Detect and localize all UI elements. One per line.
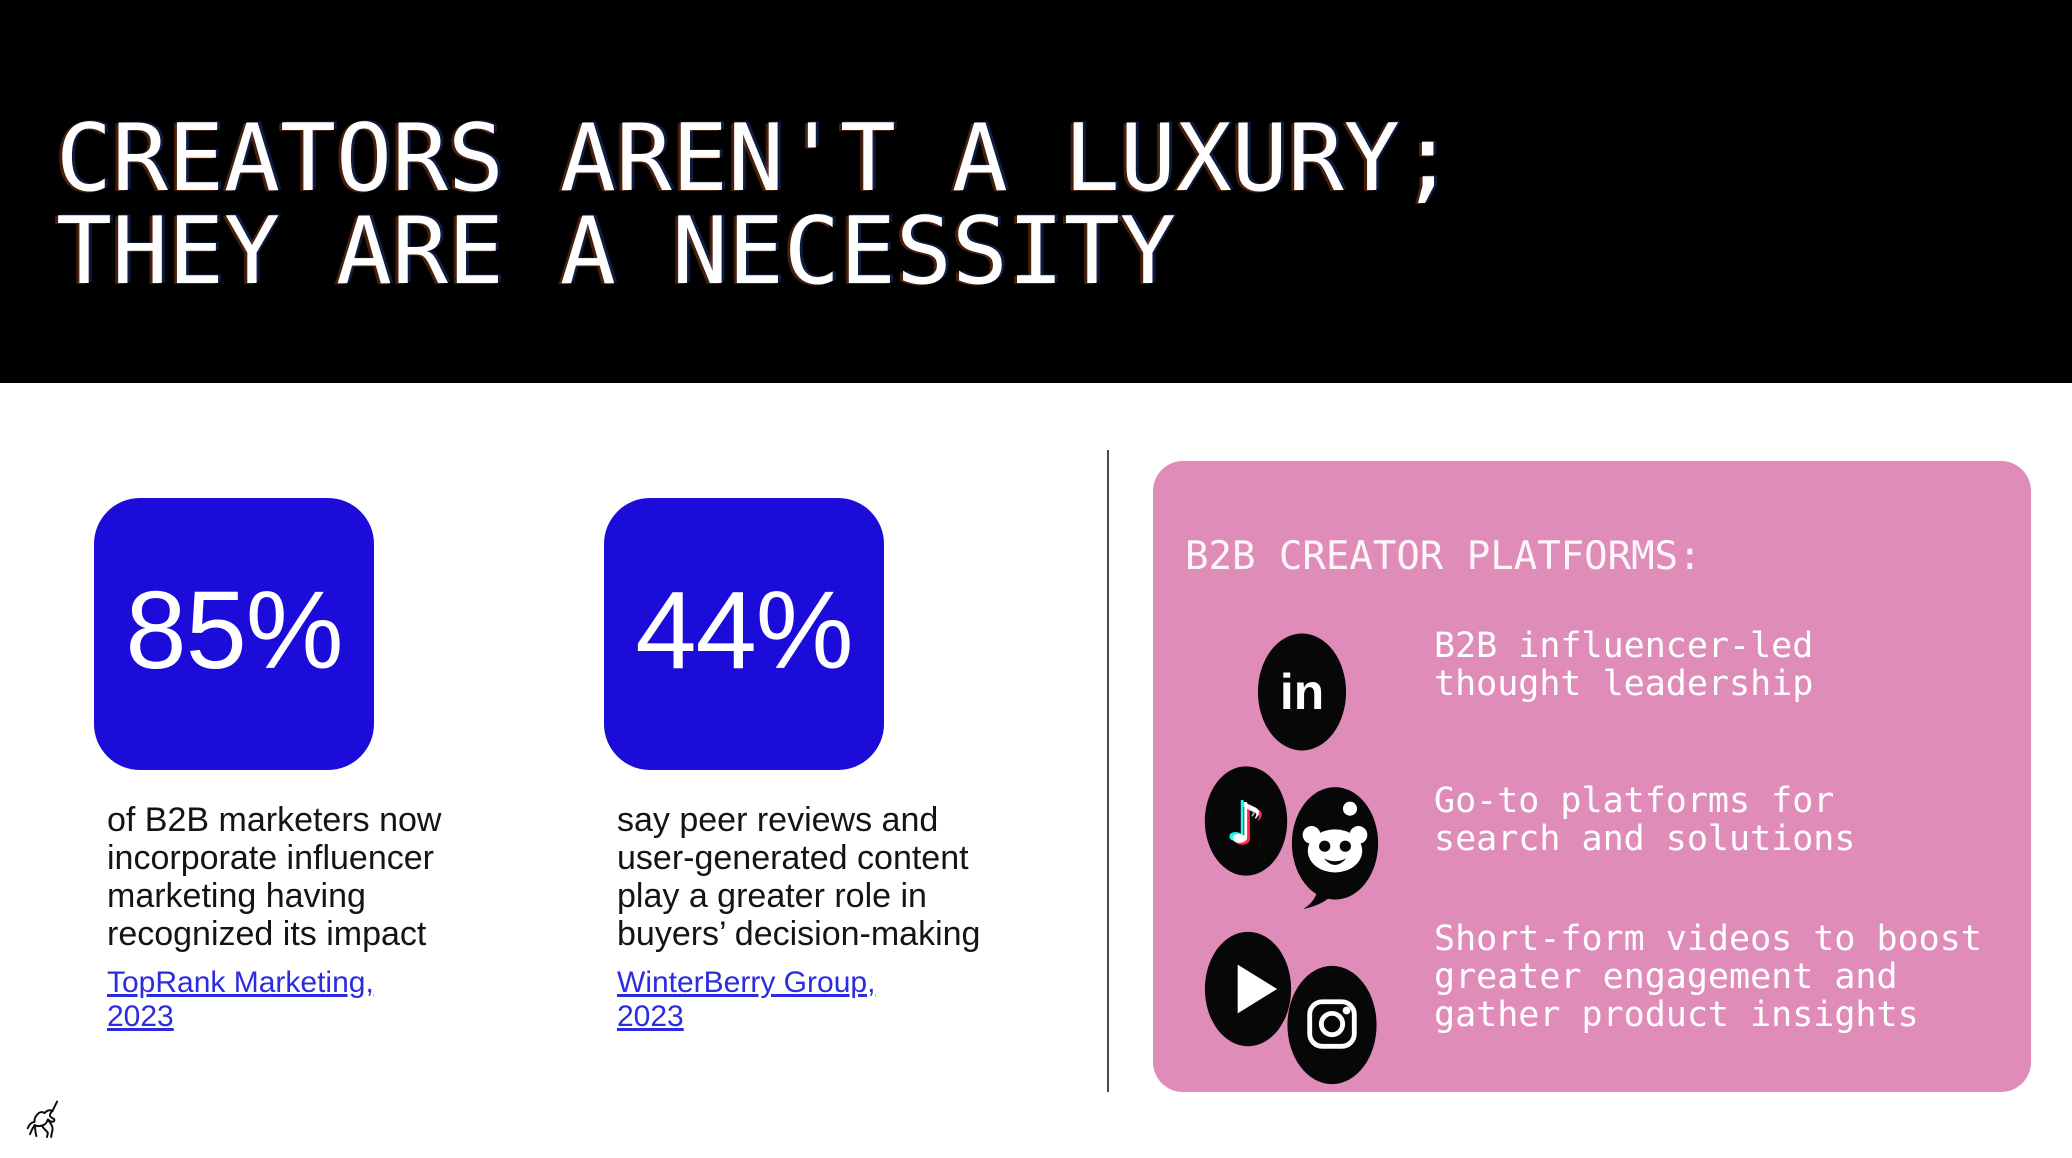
stat-value-44: 44% <box>635 568 853 692</box>
svg-text:♪: ♪ <box>1228 792 1263 857</box>
platform-item-2: Go-to platforms for search and solutions <box>1434 782 1855 858</box>
stat-block-44: 44% say peer reviews and user-generated c… <box>604 498 980 1033</box>
vertical-divider <box>1107 450 1109 1092</box>
platform-item-3-line2: greater engagement and <box>1434 957 1898 997</box>
platform-item-3-line3: gather product insights <box>1434 995 1919 1035</box>
panel-title: B2B CREATOR PLATFORMS: <box>1185 534 1702 579</box>
stat-value-85: 85% <box>125 568 343 692</box>
stat-85-line3: marketing having <box>107 877 366 915</box>
platform-item-2-line2: search and solutions <box>1434 819 1856 859</box>
stat-44-line2: user-generated content <box>617 839 969 877</box>
platform-item-3: Short-form videos to boost greater engage… <box>1434 920 1982 1034</box>
svg-text:in: in <box>1280 664 1324 720</box>
stat-block-85: 85% of B2B marketers now incorporate infl… <box>94 498 441 1033</box>
platform-item-3-line1: Short-form videos to boost <box>1434 919 1982 959</box>
source-link-toprank[interactable]: TopRank Marketing, 2023 <box>107 966 374 1033</box>
platform-item-1-line1: B2B influencer-led <box>1434 626 1814 666</box>
slide-title-line1: CREATORS AREN'T A LUXURY; <box>56 104 1456 212</box>
stat-description-44: say peer reviews and user-generated conte… <box>617 801 1037 953</box>
stat-85-line4: recognized its impact <box>107 915 427 953</box>
unicorn-logo <box>24 1098 70 1142</box>
stat-85-line2: incorporate influencer <box>107 839 434 877</box>
stat-44-line3: play a greater role in <box>617 877 927 915</box>
play-icon <box>1203 927 1293 1051</box>
slide-title: CREATORS AREN'T A LUXURY; THEY ARE A NECE… <box>56 112 1456 298</box>
stat-44-line4: buyers’ decision-making <box>617 915 981 953</box>
platform-item-1-line2: thought leadership <box>1434 664 1814 704</box>
stat-85-line1: of B2B marketers now <box>107 801 442 839</box>
reddit-icon <box>1290 784 1380 914</box>
platform-item-1: B2B influencer-led thought leadership <box>1434 627 1813 703</box>
creator-platforms-panel: B2B CREATOR PLATFORMS: in B2B influencer… <box>1153 461 2031 1092</box>
slide-title-line2: THEY ARE A NECESSITY <box>56 197 1176 305</box>
tiktok-icon: ♪ ♪ ♪ <box>1203 762 1289 880</box>
stat-description-85: of B2B marketers now incorporate influenc… <box>107 801 527 953</box>
banner: CREATORS AREN'T A LUXURY; THEY ARE A NECE… <box>0 0 2072 383</box>
stat-square-85: 85% <box>94 498 374 770</box>
stat-square-44: 44% <box>604 498 884 770</box>
svg-text:♪: ♪ <box>1225 790 1260 855</box>
platform-item-2-line1: Go-to platforms for <box>1434 781 1835 821</box>
instagram-icon <box>1285 963 1379 1087</box>
svg-text:♪: ♪ <box>1231 793 1266 858</box>
stat-44-line1: say peer reviews and <box>617 801 939 839</box>
linkedin-icon: in <box>1256 630 1348 754</box>
source-link-winterberry[interactable]: WinterBerry Group, 2023 <box>617 966 876 1033</box>
